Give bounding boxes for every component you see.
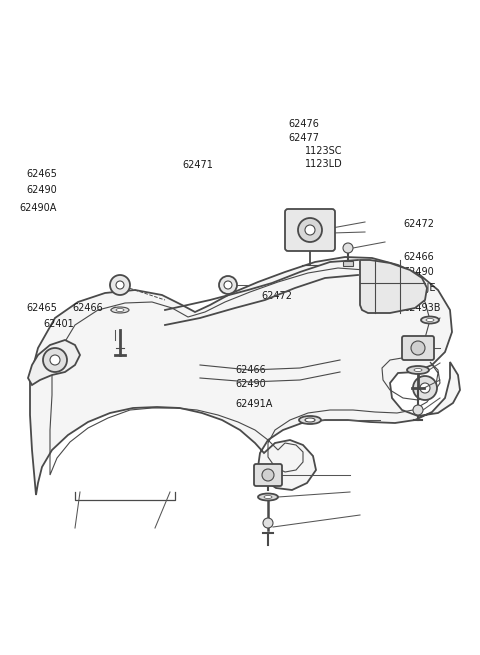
- Polygon shape: [28, 340, 80, 385]
- FancyBboxPatch shape: [343, 261, 353, 266]
- Ellipse shape: [421, 316, 439, 324]
- Circle shape: [110, 275, 130, 295]
- Circle shape: [43, 348, 67, 372]
- Circle shape: [224, 281, 232, 289]
- Circle shape: [305, 225, 315, 235]
- Circle shape: [413, 376, 437, 400]
- Text: 62491A: 62491A: [235, 399, 273, 409]
- Text: 62490A: 62490A: [19, 203, 57, 214]
- Circle shape: [420, 383, 430, 393]
- Text: 62401: 62401: [43, 319, 74, 329]
- Circle shape: [262, 469, 274, 481]
- Polygon shape: [30, 257, 460, 495]
- Text: 62477: 62477: [288, 132, 319, 143]
- Ellipse shape: [299, 416, 321, 424]
- Ellipse shape: [407, 366, 429, 374]
- Circle shape: [50, 355, 60, 365]
- FancyBboxPatch shape: [402, 336, 434, 360]
- Ellipse shape: [305, 418, 315, 422]
- Text: 1123SC: 1123SC: [305, 145, 342, 156]
- Text: 62466: 62466: [235, 365, 266, 375]
- Ellipse shape: [111, 307, 129, 313]
- Text: 62465: 62465: [26, 303, 57, 313]
- Text: 62471: 62471: [182, 160, 213, 170]
- Ellipse shape: [116, 309, 124, 312]
- Ellipse shape: [258, 493, 278, 500]
- Text: 62490: 62490: [403, 267, 434, 277]
- Circle shape: [116, 281, 124, 289]
- Circle shape: [263, 518, 273, 528]
- Text: 62472: 62472: [262, 291, 293, 301]
- Polygon shape: [360, 260, 427, 313]
- Text: 62490: 62490: [26, 185, 57, 195]
- Text: 62476: 62476: [288, 119, 319, 130]
- Text: 1123LD: 1123LD: [305, 159, 343, 169]
- Circle shape: [411, 341, 425, 355]
- FancyBboxPatch shape: [285, 209, 335, 251]
- FancyBboxPatch shape: [254, 464, 282, 486]
- Text: 62465: 62465: [26, 168, 57, 179]
- Circle shape: [413, 405, 423, 415]
- Circle shape: [298, 218, 322, 242]
- Circle shape: [219, 276, 237, 294]
- Text: 62493B: 62493B: [403, 303, 441, 313]
- Text: 62466: 62466: [72, 303, 103, 313]
- Ellipse shape: [426, 318, 434, 322]
- Ellipse shape: [264, 495, 272, 498]
- Text: 62472: 62472: [403, 219, 434, 229]
- Circle shape: [343, 243, 353, 253]
- Ellipse shape: [414, 369, 422, 371]
- Text: 1360JE: 1360JE: [403, 283, 437, 293]
- Text: 62490: 62490: [235, 379, 266, 390]
- Text: 62466: 62466: [403, 252, 434, 263]
